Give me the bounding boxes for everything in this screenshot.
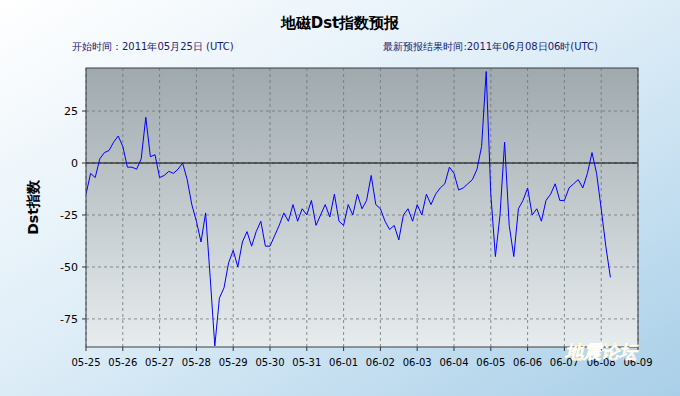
- x-tick-label: 05-29: [219, 357, 248, 368]
- subtitle-right: 最新预报结果时间:2011年06月08日06时(UTC): [383, 41, 598, 52]
- tick-mark: [82, 214, 86, 215]
- tick-mark: [490, 347, 491, 351]
- tick-mark: [82, 163, 86, 164]
- tick-mark: [82, 111, 86, 112]
- x-tick-label: 05-27: [145, 357, 174, 368]
- dst-line: [86, 72, 610, 346]
- x-tick-label: 06-02: [366, 357, 395, 368]
- grid-line: [270, 68, 271, 347]
- series-group: [86, 72, 610, 346]
- grid-line: [86, 163, 638, 164]
- x-tick-label: 06-01: [329, 357, 358, 368]
- y-tick-label: 0: [71, 157, 78, 170]
- tick-mark: [380, 347, 381, 351]
- tick-mark: [638, 347, 639, 351]
- y-tick-label: -75: [60, 313, 78, 326]
- watermark: 地震论坛: [564, 341, 639, 362]
- grid-line: [343, 68, 344, 347]
- y-tick-label: -25: [60, 209, 78, 222]
- grid-line: [527, 68, 528, 347]
- x-tick-label: 05-31: [292, 357, 321, 368]
- tick-mark: [306, 347, 307, 351]
- y-tick-label: 25: [64, 105, 78, 118]
- y-tick-label: -50: [60, 261, 78, 274]
- tick-mark: [86, 347, 87, 351]
- grid-line: [380, 68, 381, 347]
- plot-frame: [86, 68, 638, 347]
- reference-line: [86, 163, 638, 164]
- grid-line: [306, 68, 307, 347]
- tick-mark: [270, 347, 271, 351]
- x-tick-label: 06-05: [476, 357, 505, 368]
- y-axis-label: Dst指数: [25, 179, 41, 235]
- chart: -75 -50 -25 0 25 05-25 05-26 05-27 05-28 05-29 05-…: [0, 0, 680, 396]
- title: 地磁Dst指数预报: [280, 14, 401, 32]
- tick-mark: [233, 347, 234, 351]
- grid-line: [86, 214, 638, 215]
- tick-mark: [196, 347, 197, 351]
- background: [0, 0, 680, 396]
- grid-line: [564, 68, 565, 347]
- tick-mark: [122, 347, 123, 351]
- grid-line: [86, 266, 638, 267]
- grid-line: [490, 68, 491, 347]
- x-tick-label: 05-28: [182, 357, 211, 368]
- grid-line: [86, 318, 638, 319]
- tick-mark: [82, 318, 86, 319]
- plot-area: [86, 68, 638, 347]
- grid-line: [233, 68, 234, 347]
- grid-line: [159, 68, 160, 347]
- x-tick-label: 06-04: [439, 357, 468, 368]
- grid-line: [454, 68, 455, 347]
- x-tick-label: 05-30: [255, 357, 284, 368]
- grid-line: [196, 68, 197, 347]
- x-tick-label: 05-25: [71, 357, 100, 368]
- grid-line: [122, 68, 123, 347]
- subtitle: 开始时间：2011年05月25日 (UTC): [72, 41, 234, 52]
- tick-mark: [527, 347, 528, 351]
- tick-mark: [417, 347, 418, 351]
- tick-mark: [159, 347, 160, 351]
- x-tick-label: 06-06: [513, 357, 542, 368]
- tick-mark: [454, 347, 455, 351]
- x-tick-label: 06-03: [403, 357, 432, 368]
- x-tick-label: 05-26: [108, 357, 137, 368]
- grid-line: [86, 111, 638, 112]
- tick-mark: [343, 347, 344, 351]
- tick-mark: [82, 266, 86, 267]
